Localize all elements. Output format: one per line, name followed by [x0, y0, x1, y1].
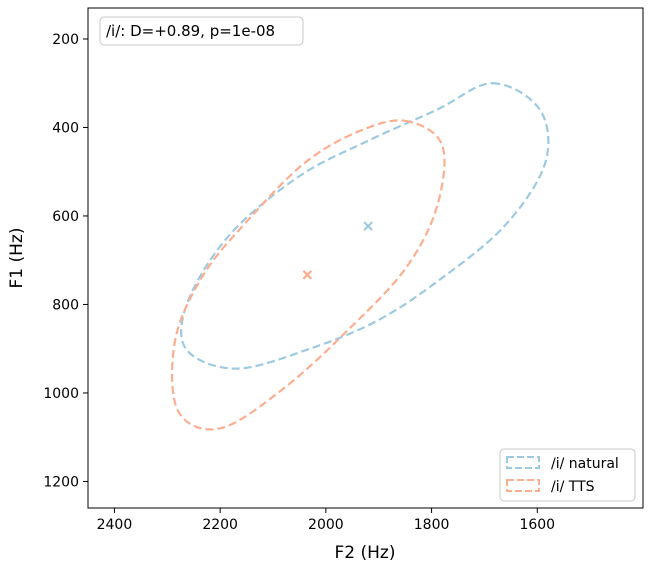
mean-marker-natural [363, 221, 373, 231]
x-axis-label: F2 (Hz) [335, 543, 396, 563]
y-tick-label: 1200 [43, 474, 79, 490]
mean-marker-tts [302, 270, 313, 280]
legend-swatch-tts [506, 479, 540, 492]
legend-label-natural: /i/ natural [551, 456, 619, 472]
y-axis: 200 400 600 800 1000 1200 [43, 32, 88, 490]
y-tick-label: 800 [52, 297, 79, 313]
y-tick-label: 1000 [43, 386, 79, 402]
ellipse-natural [180, 82, 550, 370]
legend-frame [499, 448, 636, 502]
annotation-box: /i/: D=+0.89, p=1e-08 [99, 16, 304, 46]
x-tick-label: 2400 [97, 517, 133, 533]
x-axis: 2400 2200 2000 1800 1600 [97, 508, 555, 533]
legend-swatch-natural [506, 456, 540, 469]
x-tick-label: 2000 [308, 517, 344, 533]
annotation-text: /i/: D=+0.89, p=1e-08 [106, 22, 275, 40]
ellipse-tts [170, 119, 446, 431]
plot-frame [87, 7, 644, 509]
x-tick-label: 1600 [519, 517, 555, 533]
legend-label-tts: /i/ TTS [551, 479, 595, 495]
x-tick-label: 2200 [202, 517, 238, 533]
y-tick-label: 600 [52, 209, 79, 225]
legend: /i/ natural /i/ TTS [499, 448, 636, 502]
y-tick-label: 200 [52, 32, 79, 48]
series-layer [170, 82, 550, 431]
y-tick-label: 400 [52, 120, 79, 136]
x-tick-label: 1800 [414, 517, 450, 533]
y-axis-label: F1 (Hz) [7, 228, 27, 289]
